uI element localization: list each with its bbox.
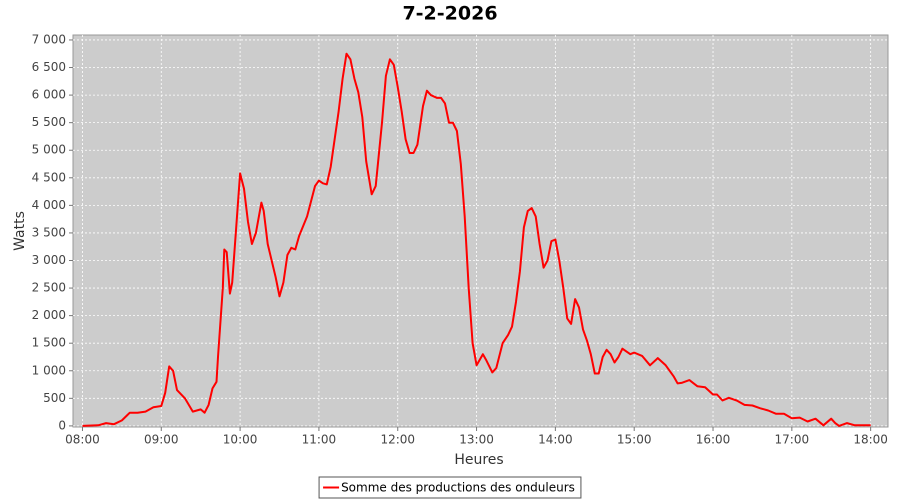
y-tick-label: 500	[43, 391, 66, 405]
series-line	[82, 52, 871, 427]
chart-title: 7-2-2026	[402, 3, 497, 25]
y-tick-label: 1 000	[32, 363, 66, 377]
y-tick-label: 3 000	[32, 253, 66, 267]
x-tick-label: 13:00	[459, 433, 494, 447]
x-tick-label: 09:00	[144, 433, 179, 447]
x-tick-label: 16:00	[696, 433, 731, 447]
y-tick-label: 6 500	[32, 60, 66, 74]
y-tick-label: 2 000	[32, 308, 66, 322]
y-tick-label: 5 000	[32, 143, 66, 157]
x-tick-label: 11:00	[302, 433, 337, 447]
x-axis-label: Heures	[454, 452, 503, 468]
plot-area	[72, 34, 889, 428]
x-tick-label: 18:00	[853, 433, 888, 447]
x-tick-label: 17:00	[775, 433, 810, 447]
x-tick-label: 10:00	[223, 433, 258, 447]
y-tick-label: 3 500	[32, 225, 66, 239]
legend-label: Somme des productions des onduleurs	[341, 481, 575, 495]
x-tick-label: 12:00	[380, 433, 415, 447]
y-tick-label: 0	[58, 418, 66, 432]
y-tick-label: 7 000	[32, 32, 66, 46]
y-tick-label: 5 500	[32, 115, 66, 129]
y-tick-label: 4 000	[32, 198, 66, 212]
y-tick-label: 2 500	[32, 281, 66, 295]
x-tick-label: 08:00	[65, 433, 100, 447]
y-axis-label: Watts	[12, 211, 28, 251]
x-tick-label: 15:00	[617, 433, 652, 447]
x-tick-label: 14:00	[538, 433, 573, 447]
y-tick-label: 4 500	[32, 170, 66, 184]
legend-box	[318, 476, 582, 499]
y-tick-label: 1 500	[32, 336, 66, 350]
y-tick-label: 6 000	[32, 88, 66, 102]
